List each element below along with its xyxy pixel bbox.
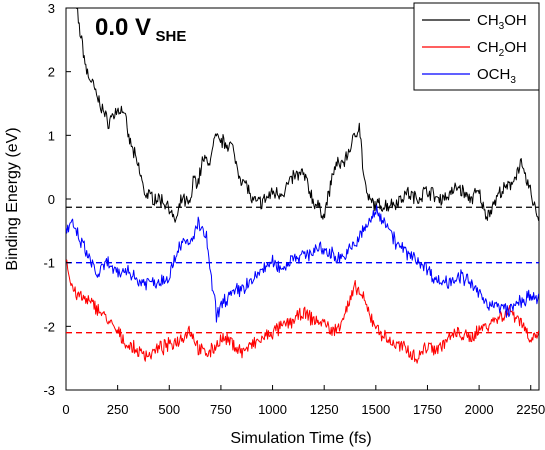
x-tick-label: 2250 bbox=[516, 402, 545, 417]
x-axis: 0 250 500 750 1000 1250 1500 1750 2000 2250 bbox=[62, 385, 545, 417]
potential-label: 0.0 V SHE bbox=[95, 14, 186, 45]
y-axis: -3 -2 -1 0 1 2 3 bbox=[43, 1, 71, 398]
data-series bbox=[66, 8, 539, 364]
y-tick-label: -1 bbox=[43, 256, 55, 271]
series-line-och3 bbox=[66, 204, 539, 323]
legend: CH3OH CH2OH OCH3 bbox=[413, 2, 540, 91]
x-tick-label: 2000 bbox=[465, 402, 494, 417]
x-tick-label: 1250 bbox=[310, 402, 339, 417]
x-tick-label: 500 bbox=[158, 402, 180, 417]
series-line-ch3oh bbox=[76, 8, 539, 223]
x-tick-label: 1000 bbox=[258, 402, 287, 417]
potential-value: 0.0 V bbox=[95, 14, 151, 41]
potential-subscript: SHE bbox=[156, 28, 187, 45]
x-tick-label: 1750 bbox=[413, 402, 442, 417]
y-tick-label: 2 bbox=[48, 65, 55, 80]
legend-label-ch2oh: CH2OH bbox=[477, 39, 527, 59]
y-axis-title: Binding Energy (eV) bbox=[4, 127, 21, 270]
y-tick-label: 0 bbox=[48, 192, 55, 207]
y-tick-label: 1 bbox=[48, 128, 55, 143]
legend-label-och3: OCH3 bbox=[477, 66, 516, 86]
x-tick-label: 1500 bbox=[361, 402, 390, 417]
x-tick-label: 0 bbox=[62, 402, 69, 417]
series-line-ch2oh bbox=[66, 259, 539, 364]
x-tick-label: 250 bbox=[107, 402, 129, 417]
reference-lines bbox=[66, 206, 539, 334]
y-tick-label: -2 bbox=[43, 319, 55, 334]
legend-label-ch3oh: CH3OH bbox=[477, 12, 527, 32]
x-tick-label: 750 bbox=[210, 402, 232, 417]
y-tick-label: 3 bbox=[48, 1, 55, 16]
y-tick-label: -3 bbox=[43, 383, 55, 398]
x-axis-title: Simulation Time (fs) bbox=[230, 430, 371, 447]
